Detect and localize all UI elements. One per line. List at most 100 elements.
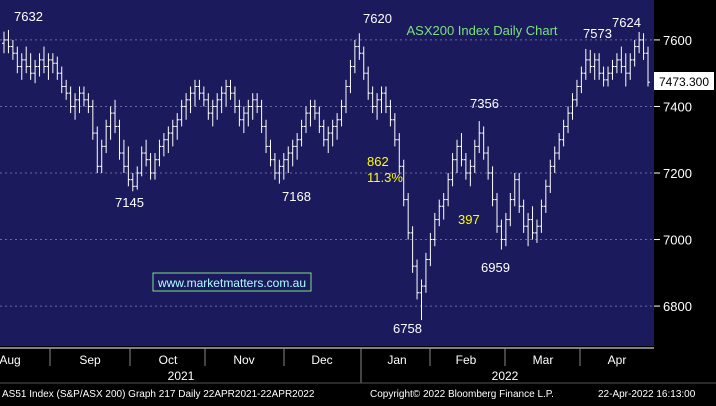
- ohlc-bar: [579, 66, 584, 94]
- ohlc-bar: [428, 232, 433, 267]
- ohlc-bar: [623, 53, 628, 87]
- ohlc-bar: [539, 199, 544, 233]
- ohlc-bar: [455, 139, 460, 173]
- annotation-label: 7632: [14, 9, 43, 24]
- y-tick-label: 7600: [663, 33, 692, 48]
- ohlc-bar: [86, 93, 91, 114]
- ohlc-bar: [361, 46, 366, 80]
- ohlc-bar: [37, 53, 42, 77]
- ohlc-bar: [330, 119, 335, 147]
- ohlc-bar: [574, 79, 579, 107]
- watermark-box: [152, 272, 312, 292]
- ohlc-bar: [530, 206, 535, 240]
- ohlc-bar: [459, 133, 464, 167]
- ohlc-bar: [59, 66, 64, 94]
- chart-title: ASX200 Index Daily Chart: [406, 23, 557, 38]
- ohlc-bar: [597, 53, 602, 80]
- ohlc-bar: [606, 66, 611, 87]
- ohlc-bar: [632, 39, 637, 67]
- ohlc-bar: [241, 106, 246, 134]
- ohlc-bar: [192, 79, 197, 107]
- ohlc-bar: [348, 59, 353, 94]
- ohlc-bar: [508, 192, 513, 227]
- ohlc-bar: [228, 79, 233, 100]
- ohlc-bar: [250, 93, 255, 120]
- annotation-label: 7624: [612, 15, 641, 30]
- ohlc-bar: [526, 212, 531, 247]
- annotation-label: 7573: [583, 26, 612, 41]
- ohlc-bar: [224, 79, 229, 107]
- ohlc-bar: [335, 113, 340, 140]
- ohlc-bar: [432, 212, 437, 247]
- annotation-label: 6959: [481, 260, 510, 275]
- x-tick-label: Mar: [533, 353, 554, 367]
- ohlc-bar: [592, 53, 597, 80]
- ohlc-bar: [557, 133, 562, 160]
- ohlc-bar: [321, 119, 326, 147]
- ohlc-bar: [312, 99, 317, 120]
- ohlc-bar: [268, 139, 273, 167]
- ohlc-bar: [370, 86, 375, 114]
- ohlc-bar: [166, 126, 171, 154]
- ohlc-bar: [481, 126, 486, 160]
- ohlc-bar: [161, 133, 166, 157]
- ohlc-bar: [2, 31, 6, 54]
- ohlc-bar: [566, 106, 571, 134]
- ohlc-bar: [619, 46, 624, 74]
- ohlc-bar: [144, 139, 149, 167]
- ohlc-bar: [281, 153, 286, 180]
- ohlc-bar: [113, 99, 118, 134]
- ohlc-bar: [308, 99, 313, 127]
- ohlc-bar: [77, 86, 82, 114]
- ohlc-bar: [295, 133, 300, 160]
- annotation-label: 397: [458, 212, 480, 227]
- ohlc-bar: [472, 139, 477, 173]
- ohlc-bar: [19, 53, 24, 80]
- annotation-label: 7145: [115, 195, 144, 210]
- ohlc-bar: [90, 99, 95, 140]
- ohlc-bar: [246, 99, 251, 127]
- ohlc-bar: [99, 139, 104, 173]
- ohlc-bar: [339, 99, 344, 127]
- ohlc-bar: [24, 46, 29, 74]
- ohlc-bar: [255, 93, 260, 114]
- ohlc-bar: [117, 119, 122, 160]
- ohlc-bar: [628, 53, 633, 80]
- last-value-label: 7473.300: [659, 75, 709, 89]
- last-value-box: [654, 72, 714, 90]
- ohlc-bar: [277, 159, 282, 184]
- annotation-label: 6758: [393, 321, 422, 336]
- ohlc-bar: [570, 93, 575, 120]
- ohlc-bar: [521, 199, 526, 233]
- ohlc-bar: [6, 29, 11, 54]
- ohlc-bar: [503, 212, 508, 247]
- ohlc-bar: [446, 173, 451, 207]
- x-tick-label: Aug: [0, 353, 21, 367]
- ohlc-bar: [543, 179, 548, 213]
- ohlc-bar: [237, 99, 242, 127]
- ohlc-bar: [477, 121, 482, 154]
- ohlc-bar: [64, 79, 69, 100]
- ohlc-bar: [299, 119, 304, 147]
- ohlc-bar: [352, 39, 357, 74]
- ohlc-bar: [499, 219, 504, 250]
- ohlc-bar: [588, 49, 593, 74]
- ohlc-bar: [410, 226, 415, 273]
- ohlc-bar: [379, 86, 384, 114]
- annotation-label: 862: [367, 154, 389, 169]
- ohlc-bar: [614, 53, 619, 74]
- ohlc-bar: [317, 106, 322, 134]
- ohlc-bar: [517, 173, 522, 213]
- ohlc-bar: [68, 86, 73, 114]
- ohlc-bar: [646, 46, 650, 87]
- ohlc-bar: [259, 99, 264, 134]
- ohlc-bar: [33, 59, 38, 84]
- ohlc-bar: [357, 33, 362, 60]
- ohlc-bar: [548, 159, 553, 193]
- ohlc-bar: [15, 46, 20, 74]
- footer-center: Copyright© 2022 Bloomberg Finance L.P.: [370, 389, 554, 400]
- ohlc-bar: [637, 31, 642, 54]
- ohlc-bar: [437, 199, 442, 227]
